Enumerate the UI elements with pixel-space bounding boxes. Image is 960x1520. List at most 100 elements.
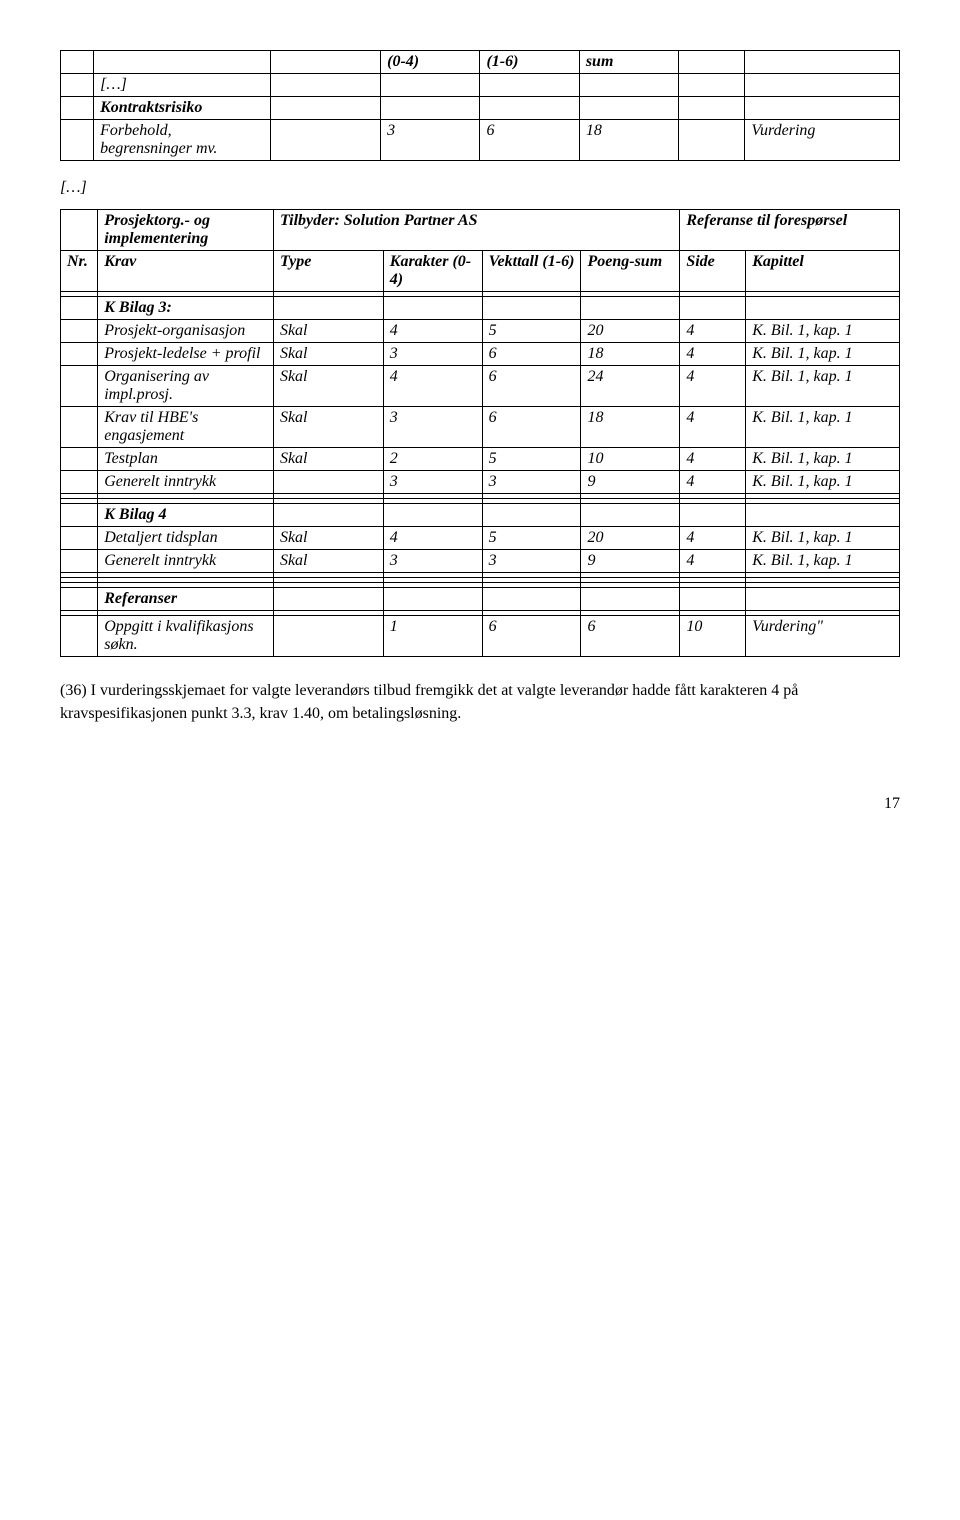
table2-cell: 5 (482, 527, 581, 550)
table2-cell: Oppgitt i kvalifikasjons søkn. (98, 616, 274, 657)
table2-cell (383, 297, 482, 320)
table1-cell: […] (94, 74, 271, 97)
table2-cell (61, 343, 98, 366)
table2-cell: Skal (273, 550, 383, 573)
page-number: 17 (60, 795, 900, 813)
table2-cell: 4 (680, 407, 746, 448)
table1-head-cell: (0-4) (381, 51, 480, 74)
table1-cell (679, 120, 745, 161)
table2-cell (746, 588, 900, 611)
table2-cell: Prosjektorg.- og implementering (98, 210, 274, 251)
table2-cell: 3 (383, 471, 482, 494)
table1-cell (61, 120, 94, 161)
table2-cell: 6 (482, 343, 581, 366)
table2-cell: Referanser (98, 588, 274, 611)
table2-cell: 4 (383, 320, 482, 343)
table2-cell: 4 (680, 527, 746, 550)
table2-cell: Skal (273, 343, 383, 366)
table2-cell: 4 (680, 471, 746, 494)
table2-cell: Karakter (0-4) (383, 251, 482, 292)
table1-cell (381, 74, 480, 97)
table2-cell: 18 (581, 343, 680, 366)
table2-cell: 5 (482, 448, 581, 471)
table2-cell: Skal (273, 320, 383, 343)
table2-cell: Detaljert tidsplan (98, 527, 274, 550)
table1-cell (579, 97, 678, 120)
table1-head-cell (61, 51, 94, 74)
table2-cell (680, 297, 746, 320)
table2-cell (273, 588, 383, 611)
table2-cell: K Bilag 3: (98, 297, 274, 320)
table2-cell: 20 (581, 527, 680, 550)
table1-cell (679, 97, 745, 120)
ellipsis: […] (60, 179, 900, 197)
table2-cell: Prosjekt-organisasjon (98, 320, 274, 343)
table2-cell: 4 (680, 448, 746, 471)
table2-cell: K. Bil. 1, kap. 1 (746, 343, 900, 366)
table2-cell: Testplan (98, 448, 274, 471)
table1-cell (61, 97, 94, 120)
table2-cell: Skal (273, 527, 383, 550)
table2-cell: 5 (482, 320, 581, 343)
table1-cell (480, 74, 579, 97)
table2-cell: Krav til HBE's engasjement (98, 407, 274, 448)
table2-cell (482, 504, 581, 527)
table1-cell (745, 97, 900, 120)
table2-cell: 24 (581, 366, 680, 407)
table1-cell (270, 97, 380, 120)
table2-cell (581, 504, 680, 527)
table2-cell: 3 (482, 550, 581, 573)
table2-cell: 9 (581, 471, 680, 494)
table2-cell (61, 504, 98, 527)
table2-cell (383, 504, 482, 527)
table2-cell: 4 (680, 320, 746, 343)
table2-cell: Referanse til forespørsel (680, 210, 900, 251)
table2-cell: 4 (383, 366, 482, 407)
table1-head-cell (745, 51, 900, 74)
table2-cell (383, 588, 482, 611)
table2-cell: Side (680, 251, 746, 292)
table2-cell (482, 588, 581, 611)
table2-cell: 1 (383, 616, 482, 657)
table2-cell: 4 (680, 550, 746, 573)
table2-cell: Nr. (61, 251, 98, 292)
table2-cell (482, 297, 581, 320)
table2-cell: 4 (680, 366, 746, 407)
paragraph-36: (36) I vurderingsskjemaet for valgte lev… (60, 679, 900, 725)
table2-cell (273, 616, 383, 657)
table2-cell: 3 (383, 407, 482, 448)
table2-cell: 6 (482, 366, 581, 407)
table1-head-cell: sum (579, 51, 678, 74)
table1-head-cell: (1-6) (480, 51, 579, 74)
table2-cell: Generelt inntrykk (98, 471, 274, 494)
table1-cell: Forbehold, begrensninger mv. (94, 120, 271, 161)
table2-cell (61, 320, 98, 343)
table2-cell (61, 471, 98, 494)
table1-cell: 18 (579, 120, 678, 161)
table2-cell: K. Bil. 1, kap. 1 (746, 550, 900, 573)
table2-cell: 4 (383, 527, 482, 550)
table2-cell: 6 (482, 407, 581, 448)
table2-cell: Kapittel (746, 251, 900, 292)
table2-cell (746, 297, 900, 320)
table2-cell (273, 471, 383, 494)
table-main: Prosjektorg.- og implementeringTilbyder:… (60, 209, 900, 657)
table2-cell: Krav (98, 251, 274, 292)
table2-cell: Poeng-sum (581, 251, 680, 292)
table2-cell (273, 504, 383, 527)
table2-cell: Skal (273, 448, 383, 471)
table1-head-cell (679, 51, 745, 74)
table1-cell (679, 74, 745, 97)
table2-cell: K. Bil. 1, kap. 1 (746, 407, 900, 448)
table2-cell: 3 (383, 343, 482, 366)
table2-cell: K. Bil. 1, kap. 1 (746, 448, 900, 471)
table2-cell: K Bilag 4 (98, 504, 274, 527)
table2-cell: Skal (273, 407, 383, 448)
table2-cell: 9 (581, 550, 680, 573)
table2-cell: K. Bil. 1, kap. 1 (746, 366, 900, 407)
table2-cell (746, 504, 900, 527)
table2-cell: Vurdering" (746, 616, 900, 657)
table1-cell (381, 97, 480, 120)
table2-cell: 2 (383, 448, 482, 471)
table1-cell (270, 120, 380, 161)
